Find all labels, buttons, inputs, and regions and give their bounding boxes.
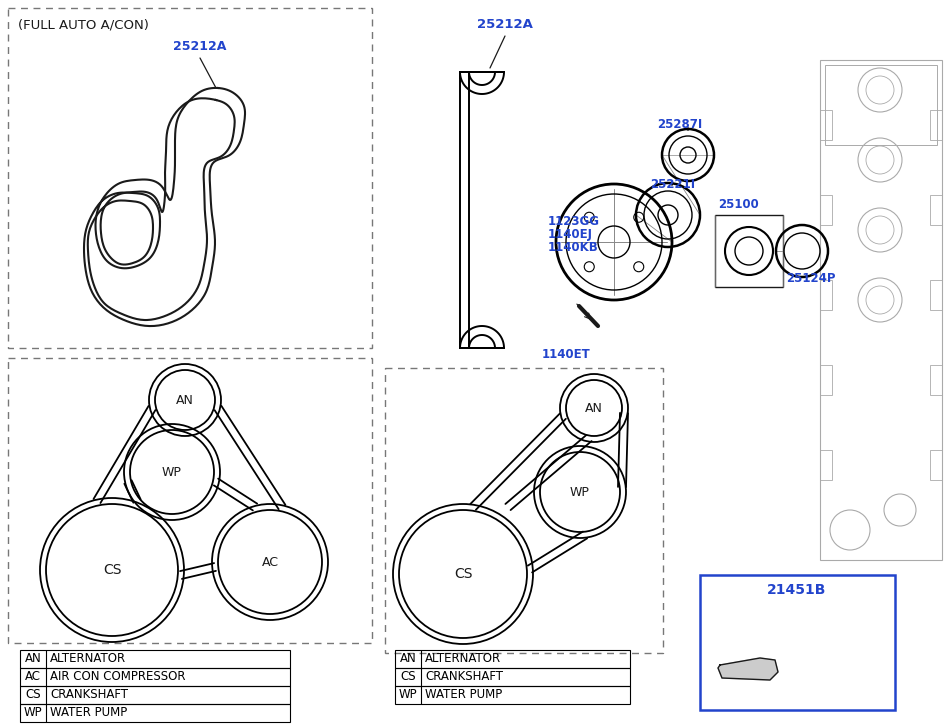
Text: WP: WP [399, 688, 418, 702]
Bar [820, 280, 832, 310]
Bar [8, 8, 372, 348]
Bar [20, 650, 290, 668]
Text: 25287I: 25287I [657, 118, 703, 131]
Text: WP: WP [570, 486, 590, 499]
Bar [715, 215, 783, 287]
Bar [820, 110, 832, 140]
Text: AIR CON COMPRESSOR: AIR CON COMPRESSOR [50, 670, 186, 683]
Text: CRANKSHAFT: CRANKSHAFT [425, 670, 503, 683]
Text: CS: CS [103, 563, 121, 577]
Text: 1140ET: 1140ET [542, 348, 590, 361]
Text: WP: WP [162, 465, 182, 478]
Text: AN: AN [25, 653, 42, 665]
Bar [395, 668, 630, 686]
Bar [825, 65, 937, 145]
Text: AN: AN [585, 401, 603, 414]
Text: CS: CS [26, 688, 41, 702]
Text: CS: CS [454, 567, 473, 581]
Bar [20, 704, 290, 722]
Bar [395, 650, 630, 668]
Bar [820, 60, 942, 560]
Text: WATER PUMP: WATER PUMP [425, 688, 502, 702]
Text: AC: AC [261, 555, 278, 569]
Bar [930, 365, 942, 395]
Bar [820, 450, 832, 480]
Bar [820, 365, 832, 395]
Text: 1140EJ: 1140EJ [548, 228, 593, 241]
Bar [930, 195, 942, 225]
Text: AN: AN [176, 393, 194, 406]
Text: ALTERNATOR: ALTERNATOR [50, 653, 126, 665]
Bar [395, 686, 630, 704]
Bar [700, 575, 895, 710]
Bar [930, 450, 942, 480]
Bar [385, 368, 663, 653]
Text: 25212A: 25212A [477, 18, 533, 31]
Text: AC: AC [25, 670, 41, 683]
Text: 25100: 25100 [718, 198, 759, 211]
Text: WP: WP [24, 707, 43, 720]
Bar [20, 686, 290, 704]
Bar [8, 358, 372, 643]
Text: 21451B: 21451B [767, 583, 827, 597]
Text: 25212A: 25212A [173, 40, 226, 53]
Text: 1123GG: 1123GG [548, 215, 600, 228]
Bar [930, 110, 942, 140]
Polygon shape [718, 658, 778, 680]
Text: ALTERNATOR: ALTERNATOR [425, 653, 501, 665]
Text: CS: CS [401, 670, 416, 683]
Text: WATER PUMP: WATER PUMP [50, 707, 127, 720]
Text: CRANKSHAFT: CRANKSHAFT [50, 688, 128, 702]
Text: 1140KB: 1140KB [548, 241, 599, 254]
Bar [930, 280, 942, 310]
Text: 25124P: 25124P [786, 272, 835, 285]
Bar [820, 195, 832, 225]
Text: 25221I: 25221I [650, 178, 695, 191]
Bar [20, 668, 290, 686]
Text: (FULL AUTO A/CON): (FULL AUTO A/CON) [18, 18, 149, 31]
Text: AN: AN [400, 653, 417, 665]
